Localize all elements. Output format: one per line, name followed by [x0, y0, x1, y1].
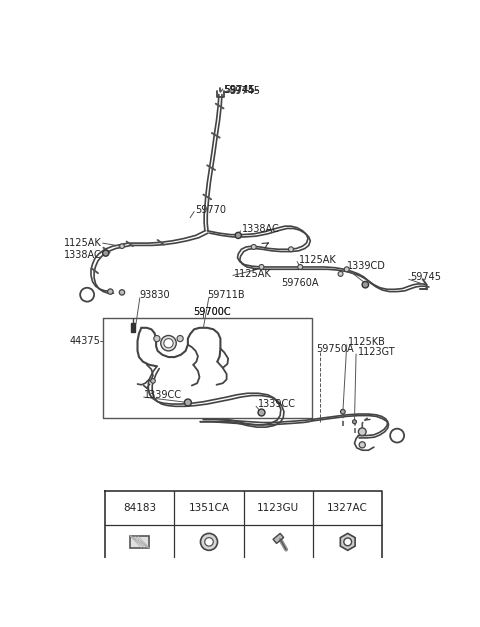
- Text: 1125AK: 1125AK: [234, 269, 272, 279]
- Bar: [131, 323, 135, 332]
- Text: 59745–: 59745–: [223, 85, 259, 95]
- Text: A: A: [394, 431, 401, 440]
- Circle shape: [251, 245, 256, 250]
- Text: 1339CC: 1339CC: [144, 390, 182, 400]
- Circle shape: [154, 335, 160, 342]
- Text: 59711B: 59711B: [207, 290, 245, 300]
- Circle shape: [103, 250, 109, 256]
- Text: 1125AK: 1125AK: [64, 238, 102, 248]
- Circle shape: [362, 282, 369, 288]
- Text: 93830: 93830: [139, 290, 169, 300]
- Text: 1125AK: 1125AK: [299, 255, 336, 265]
- Circle shape: [151, 379, 156, 383]
- Text: 1338AC: 1338AC: [242, 224, 280, 234]
- Circle shape: [338, 271, 343, 277]
- Text: 59745: 59745: [229, 86, 260, 96]
- Circle shape: [161, 335, 176, 351]
- Circle shape: [120, 290, 125, 295]
- Circle shape: [80, 288, 94, 302]
- Circle shape: [258, 409, 265, 416]
- Circle shape: [205, 537, 213, 546]
- Circle shape: [259, 265, 264, 270]
- Text: 84183: 84183: [123, 503, 156, 513]
- Text: 59700C: 59700C: [193, 307, 231, 317]
- Circle shape: [184, 399, 192, 406]
- Text: A: A: [84, 290, 91, 299]
- Circle shape: [235, 233, 241, 238]
- Text: 44375: 44375: [69, 336, 100, 346]
- Circle shape: [359, 428, 366, 436]
- Circle shape: [108, 289, 113, 294]
- Circle shape: [344, 538, 351, 545]
- Text: 1338AC: 1338AC: [64, 250, 102, 260]
- Circle shape: [344, 267, 349, 271]
- Text: 1351CA: 1351CA: [189, 503, 229, 513]
- Text: 1339CD: 1339CD: [347, 261, 385, 271]
- Bar: [130, 535, 149, 548]
- Circle shape: [359, 442, 365, 448]
- Circle shape: [288, 247, 293, 251]
- Text: 59700C: 59700C: [193, 307, 231, 317]
- Text: 59750A: 59750A: [316, 344, 353, 354]
- Circle shape: [120, 244, 124, 248]
- Circle shape: [298, 265, 303, 270]
- Text: 1123GU: 1123GU: [257, 503, 300, 513]
- Circle shape: [353, 420, 357, 424]
- Circle shape: [340, 409, 345, 414]
- Polygon shape: [340, 534, 355, 551]
- Text: 1339CC: 1339CC: [258, 399, 296, 409]
- Circle shape: [177, 335, 183, 342]
- Text: 1123GT: 1123GT: [358, 347, 395, 357]
- Circle shape: [201, 534, 217, 551]
- Circle shape: [390, 429, 404, 443]
- Circle shape: [164, 339, 173, 348]
- Bar: [273, 534, 284, 544]
- Text: 59770: 59770: [196, 205, 227, 215]
- Text: 1327AC: 1327AC: [327, 503, 368, 513]
- Text: 59745: 59745: [410, 272, 441, 282]
- Text: 59745: 59745: [224, 85, 255, 95]
- Text: 1125KB: 1125KB: [348, 337, 386, 347]
- Text: 59760A: 59760A: [281, 278, 318, 288]
